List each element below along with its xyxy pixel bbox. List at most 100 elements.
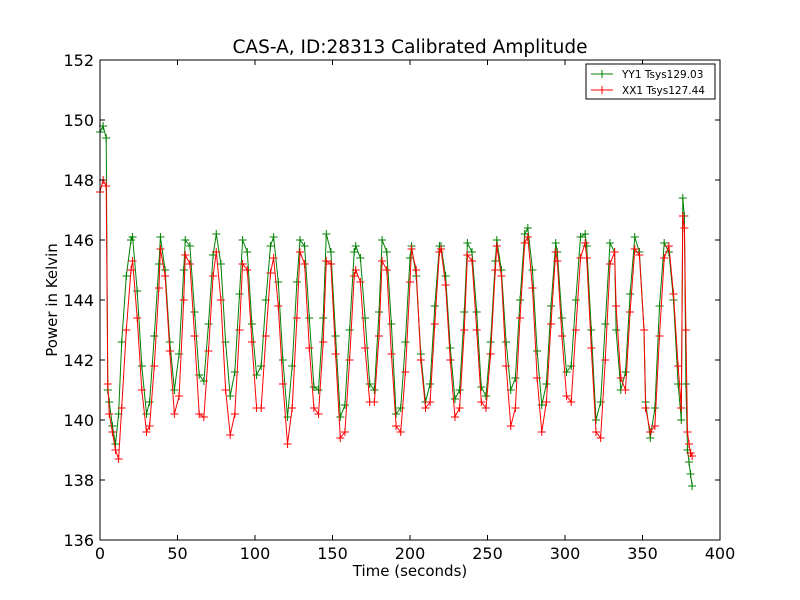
data-point — [533, 374, 542, 382]
data-point — [674, 362, 683, 370]
data-point — [542, 398, 551, 406]
data-point — [243, 248, 252, 256]
data-point — [221, 386, 230, 394]
data-point — [486, 338, 495, 346]
data-point — [468, 248, 476, 256]
data-point — [161, 272, 170, 280]
data-point — [216, 296, 225, 304]
data-point — [587, 344, 596, 352]
y-tick-label: 148 — [63, 171, 94, 190]
data-point — [523, 233, 532, 241]
data-point — [179, 296, 188, 304]
data-point — [331, 332, 340, 340]
data-point — [523, 224, 532, 232]
y-tick-label: 136 — [63, 531, 94, 550]
data-point — [421, 404, 430, 412]
x-tick-label: 250 — [472, 544, 503, 563]
data-point — [686, 470, 695, 478]
data-point — [122, 326, 131, 334]
data-point — [179, 266, 188, 274]
data-point — [626, 308, 635, 316]
data-point — [114, 455, 123, 463]
data-point — [528, 284, 537, 292]
data-point — [309, 404, 318, 412]
data-point — [295, 248, 304, 256]
data-point — [576, 233, 585, 241]
data-point — [557, 332, 566, 340]
data-point — [551, 248, 560, 256]
data-point — [350, 248, 359, 256]
data-point — [238, 260, 247, 268]
data-point — [426, 380, 435, 388]
data-point — [283, 413, 292, 421]
data-point — [128, 233, 137, 241]
data-point — [209, 272, 218, 280]
data-point — [455, 404, 464, 412]
data-point — [278, 356, 287, 364]
y-tick-label: 142 — [63, 351, 94, 370]
data-point — [612, 302, 621, 310]
data-point — [553, 257, 562, 265]
data-point — [678, 212, 687, 220]
data-point — [137, 362, 146, 370]
data-point — [537, 428, 546, 436]
y-tick-label: 152 — [63, 51, 94, 70]
data-point — [547, 302, 556, 310]
data-point — [150, 362, 159, 370]
data-point — [102, 134, 111, 142]
legend-item: YY1 Tsys129.03 — [591, 69, 703, 81]
data-point — [133, 314, 142, 322]
data-point — [326, 260, 335, 268]
data-point — [378, 257, 387, 265]
data-point — [635, 251, 644, 259]
x-tick-label: 400 — [705, 544, 736, 563]
data-point — [450, 413, 459, 421]
data-point — [283, 440, 292, 448]
legend: YY1 Tsys129.03 XX1 Tsys127.44 — [585, 63, 716, 100]
data-point — [350, 272, 359, 280]
y-tick-label: 138 — [63, 471, 94, 490]
data-point — [204, 320, 213, 328]
data-point — [370, 398, 379, 406]
data-point — [502, 362, 511, 370]
data-point — [401, 338, 410, 346]
data-point — [261, 332, 270, 340]
data-point — [387, 320, 396, 328]
data-point — [127, 266, 135, 274]
x-tick-label: 300 — [550, 544, 581, 563]
data-point — [601, 356, 610, 364]
data-point — [238, 236, 247, 244]
data-point — [542, 380, 551, 388]
data-point — [650, 422, 659, 430]
data-point — [195, 410, 204, 418]
data-point — [137, 386, 146, 394]
data-point — [235, 290, 244, 298]
data-point — [468, 257, 476, 265]
data-point — [650, 404, 659, 412]
data-point — [356, 278, 365, 286]
data-point — [392, 410, 401, 418]
data-point — [266, 242, 275, 250]
data-point — [216, 260, 225, 268]
data-point — [365, 380, 374, 388]
data-point — [630, 233, 639, 241]
data-point — [406, 278, 414, 286]
data-point — [401, 368, 410, 376]
data-point — [154, 284, 163, 292]
data-point — [551, 239, 560, 247]
data-point — [477, 398, 486, 406]
data-point — [243, 266, 252, 274]
data-point — [646, 428, 655, 436]
data-point — [185, 242, 194, 250]
x-tick-label: 200 — [395, 544, 426, 563]
data-point — [117, 404, 126, 412]
data-point — [441, 272, 450, 280]
legend-item: XX1 Tsys127.44 — [591, 85, 705, 97]
data-point — [450, 395, 459, 403]
data-point — [605, 239, 614, 247]
data-point — [326, 248, 335, 256]
data-point — [446, 356, 455, 364]
y-tick-label: 140 — [63, 411, 94, 430]
data-point — [481, 392, 490, 400]
